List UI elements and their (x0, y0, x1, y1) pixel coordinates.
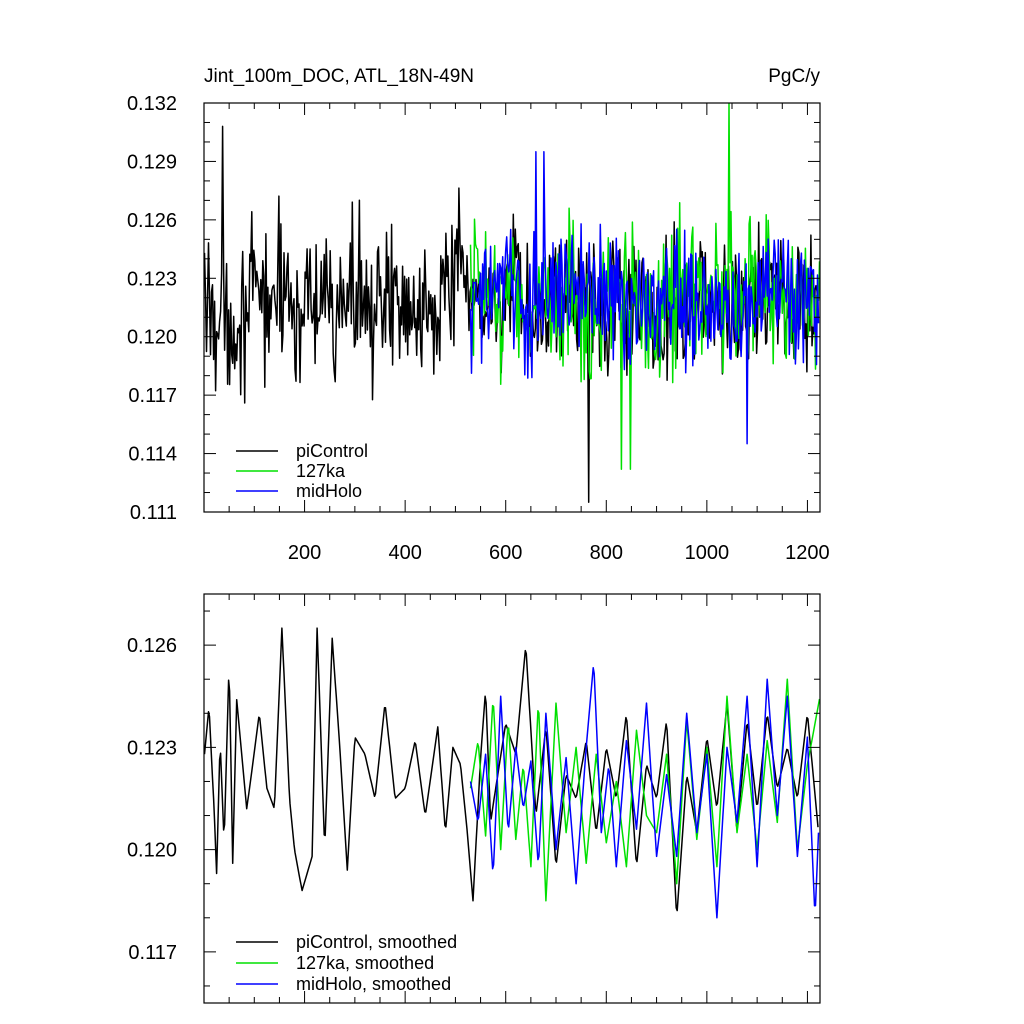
x-tick-label: 600 (489, 542, 522, 564)
legend-label: 127ka (296, 461, 346, 481)
top-plot-panel: Jint_100m_DOC, ATL_18N-49N PgC/y 0.111 0.… (127, 66, 830, 564)
bottom-plot-frame (203, 593, 821, 1004)
top-plot-frame (203, 102, 821, 513)
y-tick-label: 0.120 (127, 327, 177, 349)
x-tick-label: 200 (288, 542, 321, 564)
legend-label: piControl, smoothed (296, 932, 457, 952)
x-tick-label: 1000 (685, 542, 730, 564)
y-tick-label: 0.120 (127, 840, 177, 862)
y-tick-label: 0.126 (127, 635, 177, 657)
legend-label: piControl (296, 441, 368, 461)
y-tick-label: 0.117 (128, 385, 177, 407)
series-line-midholo (469, 667, 820, 919)
series-line-127ka (469, 678, 820, 902)
y-tick-label: 0.123 (127, 737, 177, 759)
y-tick-label: 0.114 (128, 444, 177, 466)
legend-label: midHolo, smoothed (296, 974, 451, 994)
y-tick-label: 0.123 (127, 268, 177, 290)
bottom-plot-panel: 0.117 0.120 0.123 0.126 piControl, smoothed… (127, 593, 821, 1004)
y-tick-label: 0.117 (128, 942, 177, 964)
chart-units: PgC/y (768, 66, 820, 87)
x-tick-label: 400 (388, 542, 421, 564)
y-tick-label: 0.126 (127, 210, 177, 232)
series-line-picontrol (204, 627, 819, 912)
y-tick-label: 0.111 (130, 502, 177, 524)
x-tick-label: 1200 (785, 542, 830, 564)
y-tick-label: 0.129 (127, 151, 177, 173)
chart-title: Jint_100m_DOC, ATL_18N-49N (204, 66, 474, 87)
y-tick-label: 0.132 (127, 93, 177, 115)
legend-label: 127ka, smoothed (296, 953, 434, 973)
legend-label: midHolo (296, 481, 362, 501)
x-tick-label: 800 (590, 542, 623, 564)
series-line-midholo (469, 150, 820, 445)
